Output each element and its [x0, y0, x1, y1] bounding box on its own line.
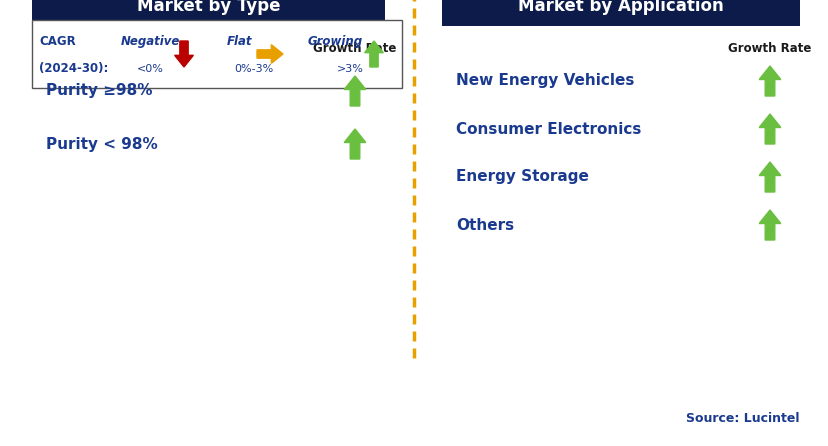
Text: <0%: <0% — [137, 64, 163, 74]
Polygon shape — [758, 114, 780, 144]
Polygon shape — [758, 66, 780, 96]
Polygon shape — [364, 41, 383, 67]
Polygon shape — [758, 162, 780, 192]
Text: Others: Others — [455, 218, 513, 232]
Text: CAGR: CAGR — [39, 35, 75, 48]
Text: Source: Lucintel: Source: Lucintel — [686, 412, 799, 425]
Polygon shape — [758, 210, 780, 240]
FancyBboxPatch shape — [441, 0, 799, 26]
Text: Purity < 98%: Purity < 98% — [46, 136, 157, 152]
Polygon shape — [175, 41, 193, 67]
Polygon shape — [344, 76, 365, 106]
Text: New Energy Vehicles: New Energy Vehicles — [455, 74, 633, 88]
Text: Market by Application: Market by Application — [518, 0, 723, 15]
FancyBboxPatch shape — [32, 20, 402, 88]
Text: Growth Rate: Growth Rate — [728, 41, 811, 54]
Text: (2024-30):: (2024-30): — [39, 62, 108, 75]
Text: Consumer Electronics: Consumer Electronics — [455, 121, 641, 136]
Text: Energy Storage: Energy Storage — [455, 169, 588, 185]
Text: Flat: Flat — [227, 35, 253, 48]
Text: Growth Rate: Growth Rate — [313, 41, 397, 54]
Polygon shape — [344, 129, 365, 159]
Text: >3%: >3% — [336, 64, 363, 74]
Text: Purity ≥98%: Purity ≥98% — [46, 83, 152, 99]
FancyBboxPatch shape — [32, 0, 384, 26]
Text: Negative: Negative — [120, 35, 180, 48]
Polygon shape — [257, 45, 282, 63]
Text: Market by Type: Market by Type — [137, 0, 280, 15]
Text: Growing: Growing — [307, 35, 362, 48]
Text: 0%-3%: 0%-3% — [234, 64, 273, 74]
